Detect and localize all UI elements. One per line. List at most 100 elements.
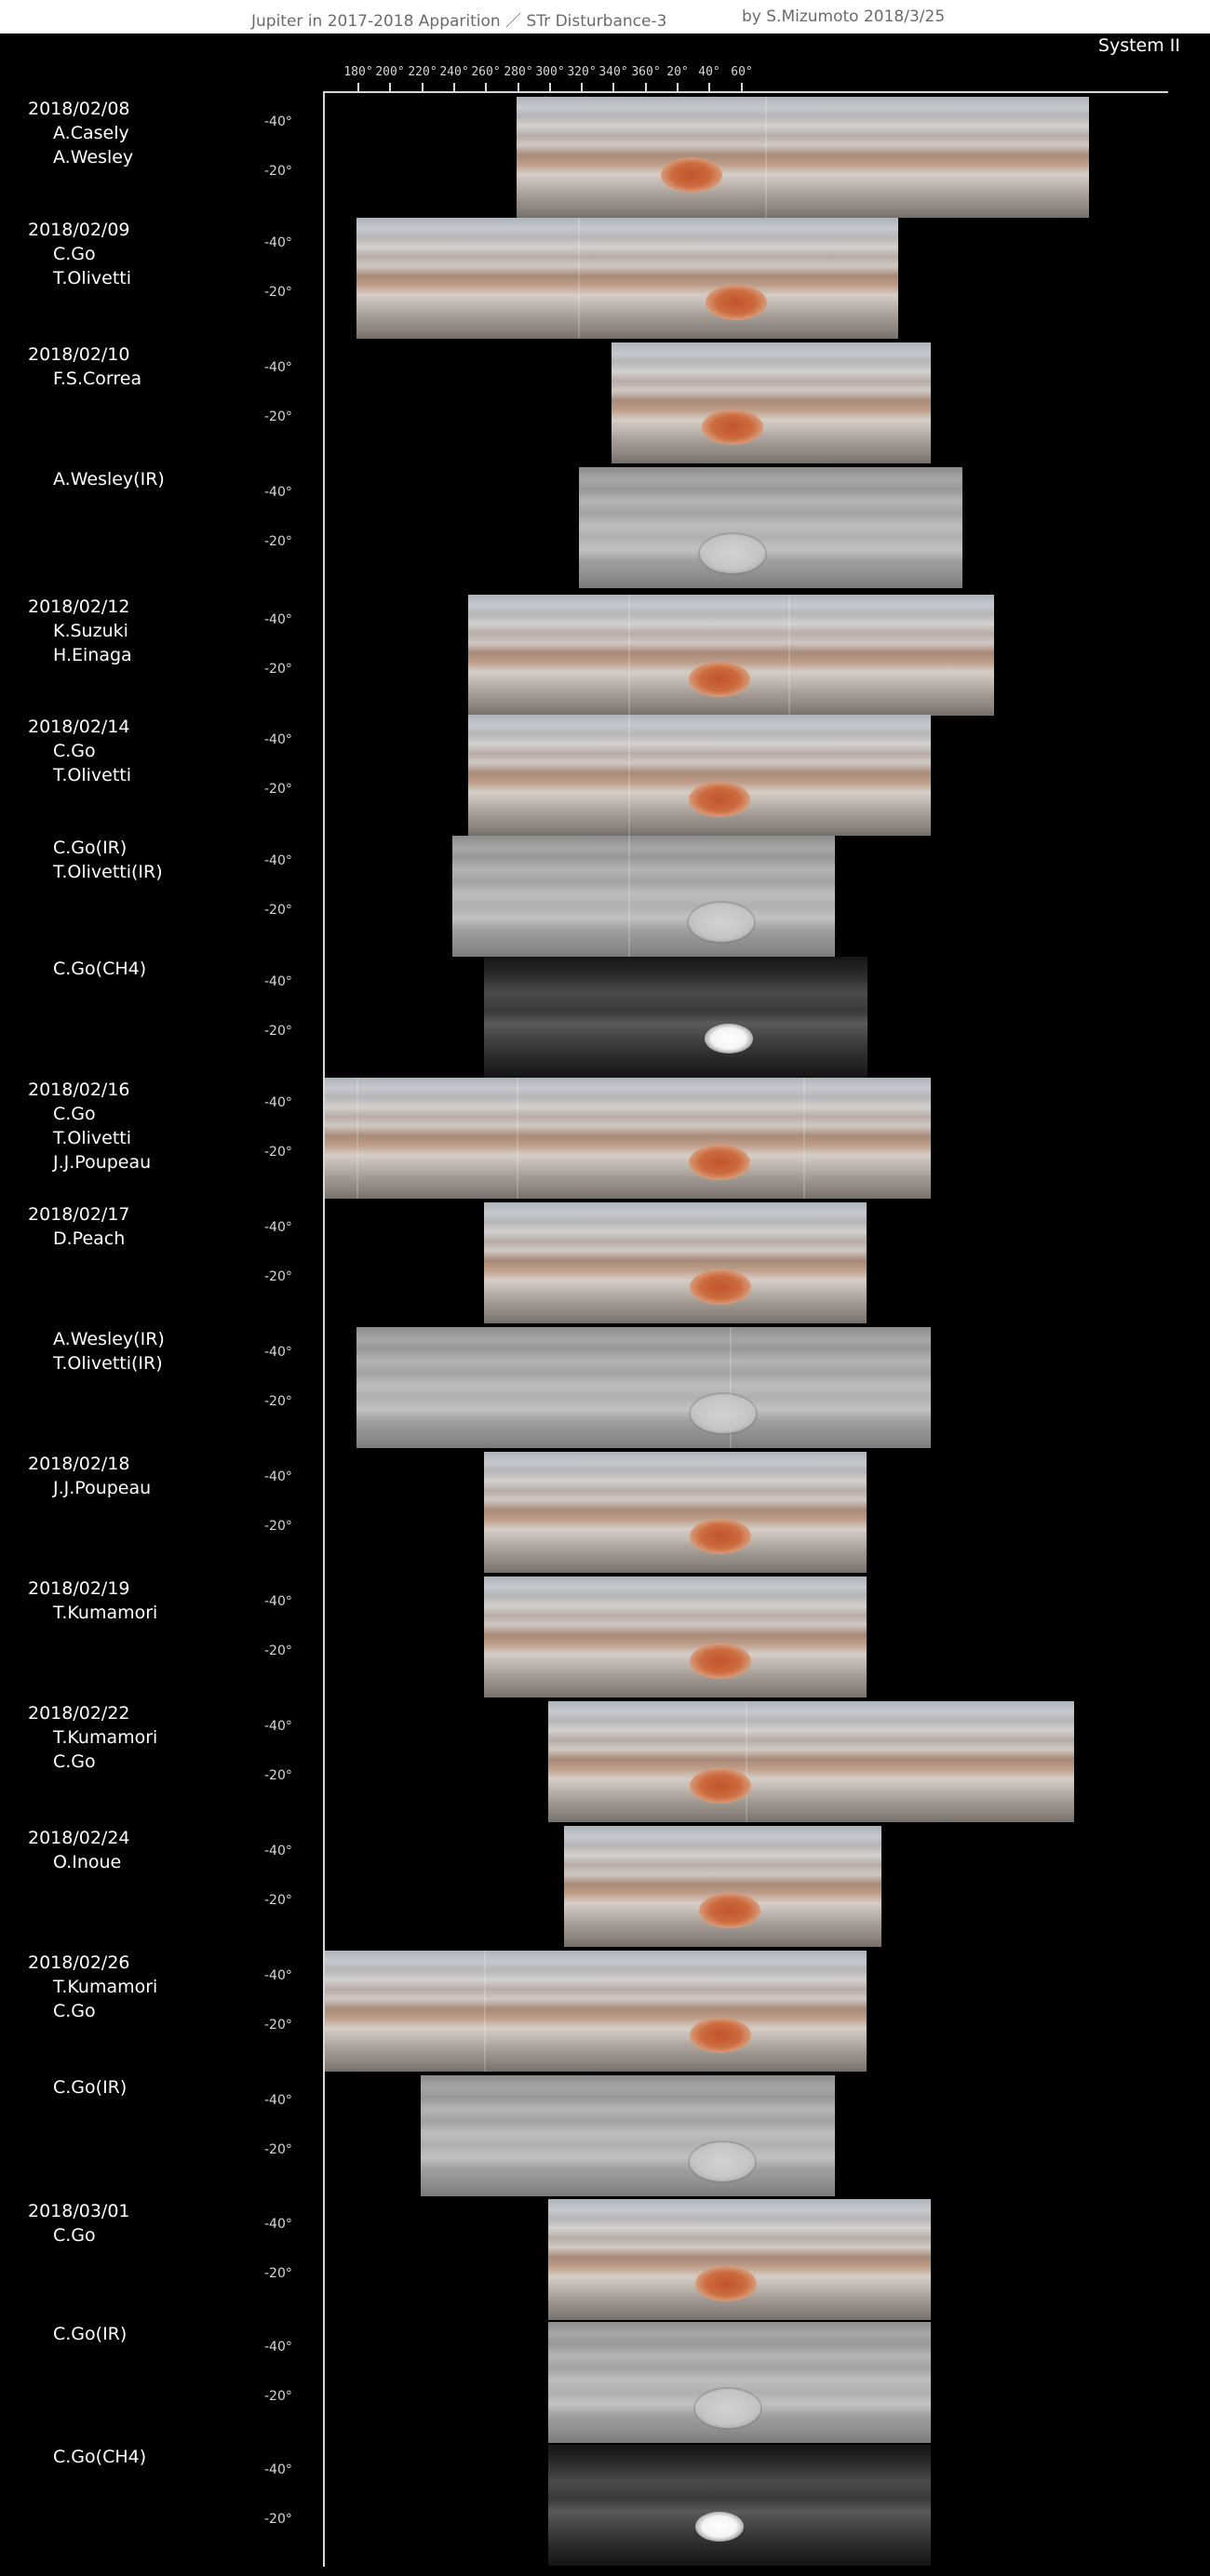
jupiter-strip-map <box>548 1701 1074 1822</box>
observation-date: 2018/02/22 <box>28 1703 130 1724</box>
longitude-tick-label: 180° <box>343 65 373 79</box>
observer-name: T.Kumamori <box>53 1727 158 1748</box>
observer-name: T.Olivetti <box>53 1128 132 1148</box>
longitude-tick-label: 280° <box>504 65 533 79</box>
latitude-label-south: -20° <box>264 409 292 424</box>
observer-name: T.Olivetti <box>53 765 132 785</box>
observer-name: C.Go <box>53 2001 96 2021</box>
longitude-tick <box>612 83 614 91</box>
mosaic-seam <box>730 1327 732 1448</box>
mosaic-seam <box>356 1078 358 1199</box>
longitude-tick-label: 20° <box>666 65 689 79</box>
latitude-label-south: -20° <box>264 1768 292 1783</box>
latitude-label-north: -40° <box>264 2340 292 2355</box>
great-red-spot <box>695 2512 744 2542</box>
latitude-label-south: -20° <box>264 2389 292 2404</box>
latitude-axis-line <box>323 91 325 2567</box>
observer-name: J.J.Poupeau <box>53 1478 152 1498</box>
mosaic-seam <box>803 1078 805 1199</box>
observer-name: T.Olivetti(IR) <box>53 862 163 882</box>
observation-date: 2018/02/08 <box>28 99 130 119</box>
great-red-spot <box>690 2018 751 2053</box>
observer-name: D.Peach <box>53 1228 126 1249</box>
observation-date: 2018/02/09 <box>28 220 130 240</box>
observer-name: A.Wesley(IR) <box>53 469 165 490</box>
observation-date: 2018/02/12 <box>28 597 130 617</box>
latitude-label-north: -40° <box>264 2462 292 2477</box>
great-red-spot <box>706 285 767 320</box>
observer-name: F.S.Correa <box>53 369 142 389</box>
latitude-label-south: -20° <box>264 164 292 179</box>
jupiter-strip-map <box>356 218 898 339</box>
system-label: System II <box>1097 35 1180 56</box>
longitude-tick <box>453 83 455 91</box>
jupiter-strip-map <box>484 1202 867 1323</box>
latitude-label-south: -20° <box>264 1893 292 1908</box>
observation-date: 2018/02/17 <box>28 1204 130 1225</box>
longitude-tick <box>645 83 647 91</box>
jupiter-strip-map <box>484 1576 867 1697</box>
latitude-label-north: -40° <box>264 2093 292 2108</box>
longitude-tick <box>741 83 743 91</box>
observer-name: C.Go(IR) <box>53 2324 128 2344</box>
observer-name: C.Go <box>53 1751 96 1772</box>
latitude-label-south: -20° <box>264 903 292 918</box>
latitude-label-south: -20° <box>264 285 292 300</box>
observer-name: C.Go <box>53 244 96 264</box>
great-red-spot <box>690 1269 751 1305</box>
longitude-axis <box>323 91 1168 93</box>
observer-name: H.Einaga <box>53 645 132 665</box>
latitude-label-north: -40° <box>264 114 292 129</box>
latitude-label-north: -40° <box>264 853 292 868</box>
jupiter-strip-map <box>579 467 962 588</box>
longitude-tick-label: 360° <box>631 65 661 79</box>
latitude-label-north: -40° <box>264 235 292 250</box>
jupiter-strip-map <box>452 836 835 957</box>
observer-name: C.Go(IR) <box>53 838 128 858</box>
mosaic-seam <box>578 218 580 339</box>
longitude-tick-label: 40° <box>698 65 720 79</box>
longitude-tick <box>422 83 424 91</box>
observer-name: C.Go <box>53 1104 96 1124</box>
jupiter-strip-map <box>421 2075 835 2196</box>
longitude-tick-label: 340° <box>598 65 628 79</box>
observer-name: A.Casely <box>53 123 129 143</box>
observation-date: 2018/03/01 <box>28 2201 130 2221</box>
longitude-tick-label: 240° <box>439 65 469 79</box>
longitude-tick-label: 220° <box>408 65 437 79</box>
latitude-label-south: -20° <box>264 2142 292 2157</box>
observation-date: 2018/02/19 <box>28 1578 130 1599</box>
longitude-tick <box>708 83 710 91</box>
latitude-label-south: -20° <box>264 1024 292 1039</box>
great-red-spot <box>691 1394 756 1433</box>
observer-name: T.Kumamori <box>53 1977 158 1997</box>
latitude-label-north: -40° <box>264 1095 292 1110</box>
latitude-label-south: -20° <box>264 1145 292 1160</box>
observer-name: T.Kumamori <box>53 1603 158 1623</box>
mosaic-seam <box>746 1701 747 1822</box>
longitude-tick-label: 200° <box>375 65 405 79</box>
latitude-label-north: -40° <box>264 1594 292 1609</box>
latitude-label-north: -40° <box>264 2217 292 2232</box>
observer-name: K.Suzuki <box>53 621 128 641</box>
observer-name: O.Inoue <box>53 1852 122 1872</box>
longitude-tick <box>549 83 551 91</box>
observation-date: 2018/02/14 <box>28 717 130 737</box>
great-red-spot <box>690 2142 755 2181</box>
mosaic-seam <box>484 1951 486 2072</box>
observation-date: 2018/02/16 <box>28 1080 130 1100</box>
latitude-label-north: -40° <box>264 1469 292 1484</box>
longitude-tick <box>581 83 583 91</box>
figure-title: Jupiter in 2017-2018 Apparition ／ STr Di… <box>251 12 667 31</box>
observer-name: T.Olivetti <box>53 268 132 288</box>
great-red-spot <box>695 2389 760 2428</box>
longitude-tick-label: 260° <box>471 65 501 79</box>
observer-name: C.Go(CH4) <box>53 959 147 979</box>
latitude-label-north: -40° <box>264 1844 292 1858</box>
longitude-tick-label: 300° <box>535 65 565 79</box>
mosaic-seam <box>628 595 630 716</box>
jupiter-strip-map <box>548 2199 931 2320</box>
observation-date: 2018/02/24 <box>28 1828 130 1848</box>
latitude-label-south: -20° <box>264 1394 292 1409</box>
jupiter-strip-map <box>484 957 867 1078</box>
